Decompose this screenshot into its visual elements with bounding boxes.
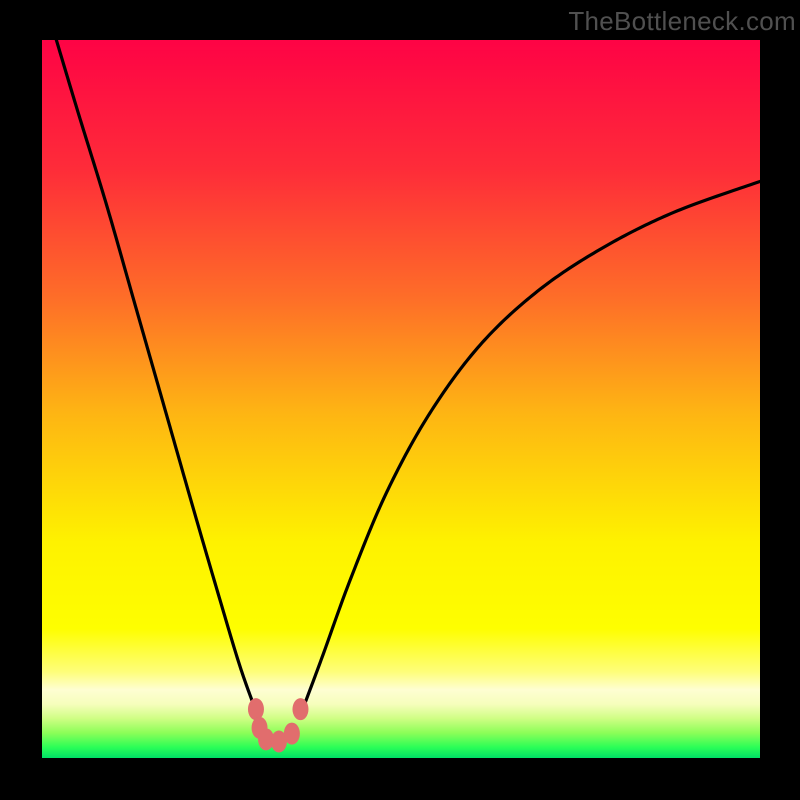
plot-area xyxy=(42,40,760,758)
watermark-text: TheBottleneck.com xyxy=(568,6,796,37)
marker-point xyxy=(292,698,308,720)
chart-frame: TheBottleneck.com xyxy=(0,0,800,800)
chart-svg xyxy=(42,40,760,758)
marker-point xyxy=(284,723,300,745)
marker-point xyxy=(248,698,264,720)
gradient-background xyxy=(42,40,760,758)
